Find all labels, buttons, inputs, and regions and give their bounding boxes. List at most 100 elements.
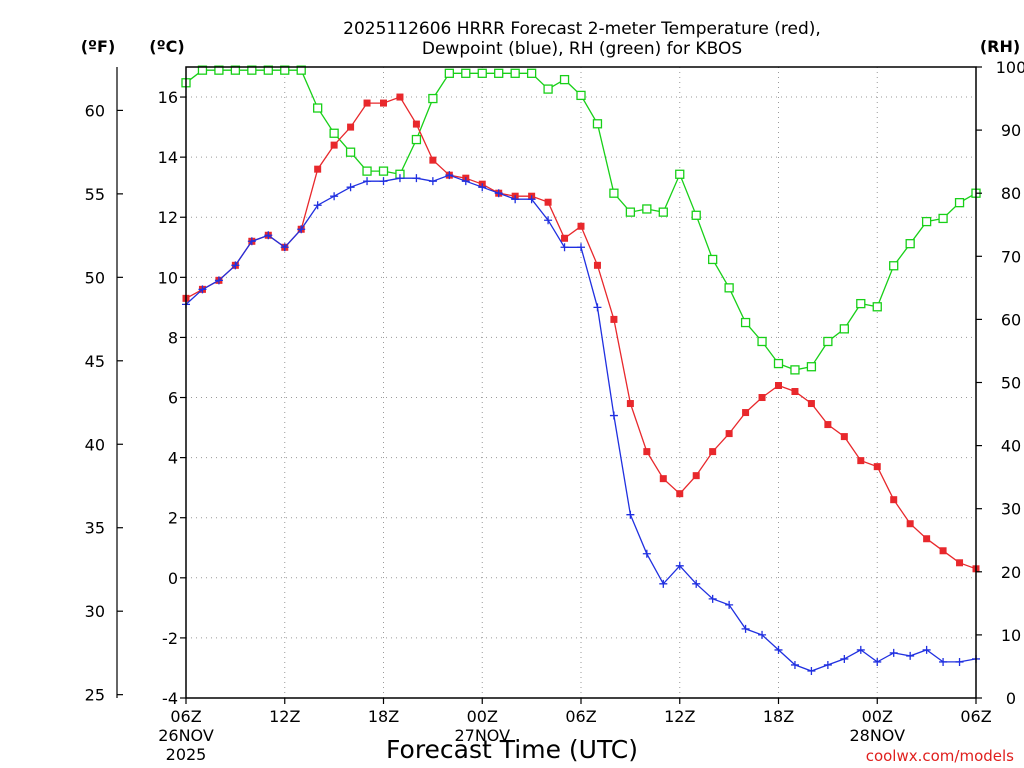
temperature-point [906, 520, 914, 528]
dewpoint-point [609, 411, 618, 420]
rh-tick-label: 40 [1001, 437, 1021, 456]
x-tick-label: 12Z [269, 707, 300, 726]
dewpoint-point [626, 510, 635, 519]
dewpoint-point [280, 243, 289, 252]
dewpoint-point [823, 660, 832, 669]
dewpoint-point [790, 660, 799, 669]
rh-point [889, 261, 899, 271]
rh-point [576, 90, 586, 101]
dewpoint-point [577, 243, 585, 252]
dewpoint-point [955, 657, 964, 666]
fahrenheit-tick-label: 40 [85, 435, 105, 454]
rh-point [609, 188, 619, 198]
rh-unit-label: (RH) [980, 37, 1020, 56]
rh-point [708, 254, 718, 265]
celsius-tick-label: 16 [158, 88, 178, 107]
dewpoint-series [182, 171, 980, 675]
temperature-point [561, 234, 569, 242]
dewpoint-point [939, 657, 948, 666]
temperature-point [412, 120, 420, 128]
dewpoint-point [445, 171, 454, 180]
dewpoint-point [494, 189, 503, 198]
fahrenheit-tick-label: 25 [85, 686, 105, 705]
rh-tick-label: 30 [1001, 500, 1021, 519]
celsius-tick-label: -2 [162, 629, 178, 648]
temperature-point [676, 490, 684, 498]
dewpoint-point [593, 303, 602, 312]
x-tick-year-label: 2025 [166, 745, 207, 764]
dewpoint-point [675, 561, 684, 570]
rh-tick-label: 10 [1001, 626, 1021, 645]
dewpoint-point [725, 600, 734, 609]
temperature-point [840, 433, 848, 441]
dewpoint-point [461, 177, 470, 186]
temperature-point [314, 165, 322, 173]
rh-point [839, 324, 849, 334]
dewpoint-point [527, 195, 536, 204]
rh-point [263, 65, 273, 75]
dewpoint-point [330, 192, 339, 201]
rh-point [954, 198, 965, 208]
temperature-point [577, 222, 585, 230]
dewpoint-point [264, 231, 273, 240]
rh-point [675, 169, 685, 179]
fahrenheit-tick-label: 35 [85, 519, 105, 538]
fahrenheit-tick-label: 50 [85, 268, 105, 287]
temperature-point [626, 400, 634, 408]
rh-point [362, 166, 372, 176]
rh-point [477, 68, 487, 78]
dewpoint-point [412, 174, 421, 183]
temperature-point [857, 457, 865, 465]
temperature-point [939, 547, 947, 555]
temperature-point [429, 156, 437, 164]
celsius-tick-label: 14 [158, 148, 178, 167]
temperature-point [725, 430, 733, 438]
dewpoint-point [873, 657, 882, 666]
temperature-point [824, 421, 832, 429]
series-layer [181, 65, 981, 675]
celsius-tick-label: -4 [162, 689, 178, 708]
rh-point [329, 128, 339, 138]
dewpoint-point [774, 645, 783, 654]
x-tick-label: 06Z [960, 707, 991, 726]
chart-title-line1: 2025112606 HRRR Forecast 2-meter Tempera… [343, 19, 821, 39]
temperature-point [923, 535, 931, 543]
celsius-unit-label: (ºC) [149, 37, 184, 56]
x-tick-label: 00Z [467, 707, 498, 726]
temperature-point [758, 394, 766, 402]
rh-point [724, 283, 734, 293]
rh-point [444, 68, 454, 78]
rh-point [790, 365, 800, 375]
rh-point [461, 68, 471, 78]
celsius-tick-label: 6 [168, 389, 178, 408]
rh-point [247, 65, 257, 75]
rh-tick-label: 50 [1001, 374, 1021, 393]
rh-point [757, 336, 767, 347]
dewpoint-point [247, 237, 256, 246]
fahrenheit-tick-label: 30 [85, 602, 105, 621]
temperature-point [791, 388, 799, 396]
rh-tick-label: 100 [996, 58, 1024, 77]
dewpoint-point [642, 549, 651, 558]
dewpoint-point [511, 195, 520, 204]
rh-point [905, 239, 915, 249]
rh-point [214, 65, 224, 75]
rh-point [823, 336, 833, 347]
dewpoint-point [659, 579, 668, 588]
x-tick-date-label: 28NOV [849, 726, 905, 745]
rh-point [280, 65, 290, 75]
rh-tick-label: 60 [1001, 310, 1021, 329]
temperature-point [956, 559, 964, 567]
dewpoint-point [692, 579, 701, 588]
dewpoint-point [313, 201, 322, 210]
temperature-point [890, 496, 898, 504]
dewpoint-point [840, 654, 849, 663]
temperature-point [807, 400, 815, 408]
temperature-point [610, 315, 618, 323]
temperature-point [347, 123, 355, 131]
x-tick-label: 00Z [862, 707, 893, 726]
temperature-point [330, 141, 338, 149]
x-axis-title: Forecast Time (UTC) [386, 735, 638, 764]
